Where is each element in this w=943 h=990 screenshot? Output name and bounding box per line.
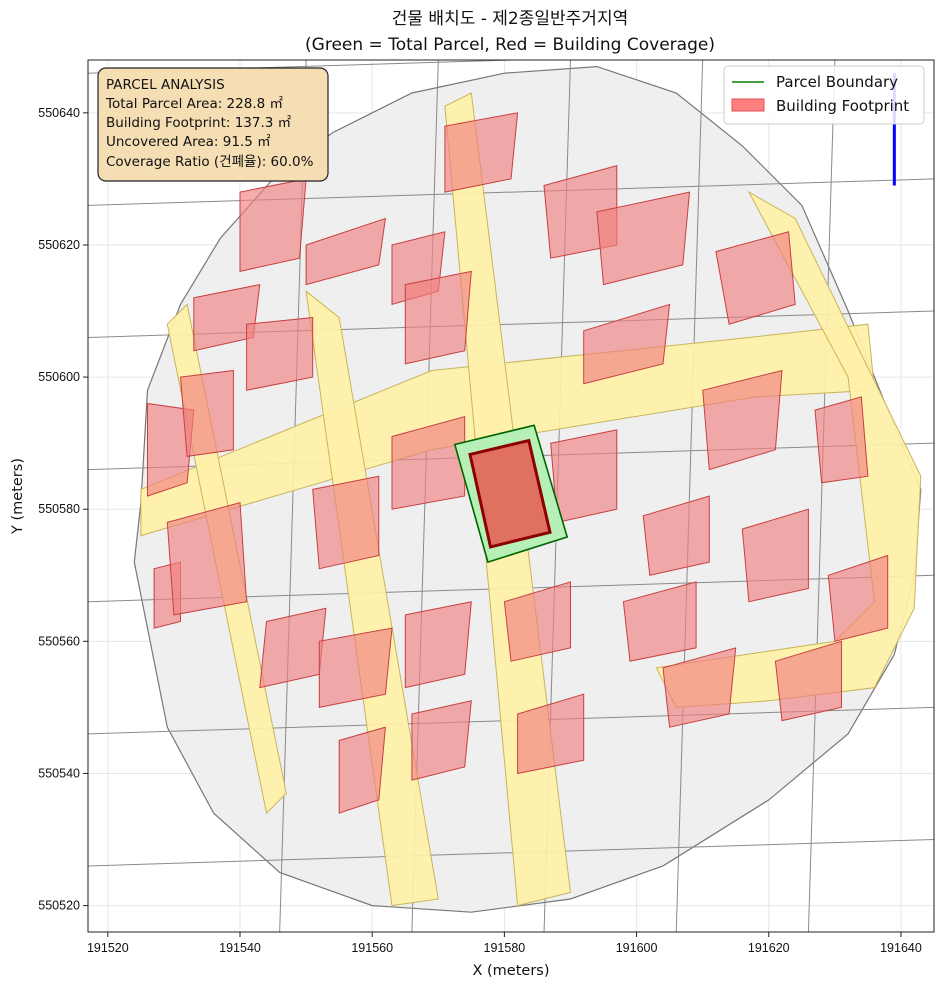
info-box: PARCEL ANALYSIS Total Parcel Area: 228.8… <box>97 67 329 182</box>
block-line-v-3 <box>675 60 704 932</box>
x-tick-label-6: 191640 <box>880 941 922 955</box>
y-tick-label-3: 550580 <box>38 502 80 516</box>
legend-frame <box>723 65 925 125</box>
building-3 <box>179 369 234 457</box>
building-29 <box>741 508 809 603</box>
chart-title: 건물 배치도 - 제2종일반주거지역 (Green = Total Parcel… <box>305 9 715 55</box>
building-31 <box>814 396 869 484</box>
building-23 <box>596 191 691 286</box>
building-27 <box>702 369 783 471</box>
x-axis-label: X (meters) <box>472 963 549 979</box>
info-coverage-ratio: Coverage Ratio (건폐율): 60.0% <box>106 154 314 170</box>
block-line-h-0 <box>88 839 934 867</box>
plot-frame <box>87 59 935 933</box>
y-ticks: 550520 550540 550560 550580 550600 550620 5506… <box>38 106 88 913</box>
building-16 <box>411 700 472 781</box>
y-axis-label: Y (meters) <box>10 458 26 535</box>
y-tick-label-0: 550520 <box>38 899 80 913</box>
x-tick-label-5: 191620 <box>748 941 790 955</box>
building-10 <box>318 627 393 709</box>
block-line-v-4 <box>807 60 836 932</box>
building-12 <box>391 416 466 510</box>
building-19 <box>517 693 585 775</box>
building-32 <box>827 554 889 642</box>
building-15 <box>404 601 472 689</box>
legend-building-label: Building Footprint <box>776 97 909 115</box>
y-tick-label-6: 550640 <box>38 106 80 120</box>
x-tick-label-4: 191600 <box>616 941 658 955</box>
building-1 <box>147 402 195 497</box>
x-ticks: 191520 191540 191560 191580 191600 191620 1916… <box>87 932 922 955</box>
x-tick-label-0: 191520 <box>87 941 129 955</box>
building-20 <box>550 429 618 524</box>
building-22 <box>583 303 671 385</box>
y-tick-label-4: 550600 <box>38 370 80 384</box>
x-tick-label-1: 191540 <box>219 941 261 955</box>
y-tick-label-5: 550620 <box>38 238 80 252</box>
info-total-area: Total Parcel Area: 228.8 ㎡ <box>105 96 283 112</box>
legend: Parcel Boundary Building Footprint <box>723 65 925 125</box>
building-5 <box>239 178 307 273</box>
building-2 <box>166 501 248 616</box>
building-28 <box>715 231 796 325</box>
building-30 <box>774 640 842 722</box>
y-tick-label-1: 550540 <box>38 766 80 780</box>
block-line-h-5 <box>88 178 934 206</box>
chart-title-line2: (Green = Total Parcel, Red = Building Co… <box>305 35 715 55</box>
info-heading: PARCEL ANALYSIS <box>106 77 225 93</box>
info-box-background <box>97 67 329 182</box>
x-tick-label-2: 191560 <box>351 941 393 955</box>
building-9 <box>312 475 380 570</box>
info-uncovered-area: Uncovered Area: 91.5 ㎡ <box>106 134 271 150</box>
x-tick-label-3: 191580 <box>484 941 526 955</box>
building-17 <box>444 112 519 193</box>
legend-building-patch <box>731 98 765 112</box>
y-tick-label-2: 550560 <box>38 634 80 648</box>
legend-parcel-label: Parcel Boundary <box>776 73 898 91</box>
road-2 <box>305 290 439 907</box>
building-18 <box>503 581 571 662</box>
info-building-footprint: Building Footprint: 137.3 ㎡ <box>106 115 292 131</box>
chart-title-line1: 건물 배치도 - 제2종일반주거지역 <box>392 9 628 29</box>
buildings <box>147 112 889 814</box>
building-25 <box>642 495 710 576</box>
building-8 <box>305 217 387 286</box>
building-14 <box>404 270 472 365</box>
building-24 <box>622 581 697 662</box>
target-building-footprint <box>468 438 552 549</box>
building-6 <box>246 317 314 391</box>
building-11 <box>338 726 386 814</box>
building-26 <box>662 647 737 728</box>
